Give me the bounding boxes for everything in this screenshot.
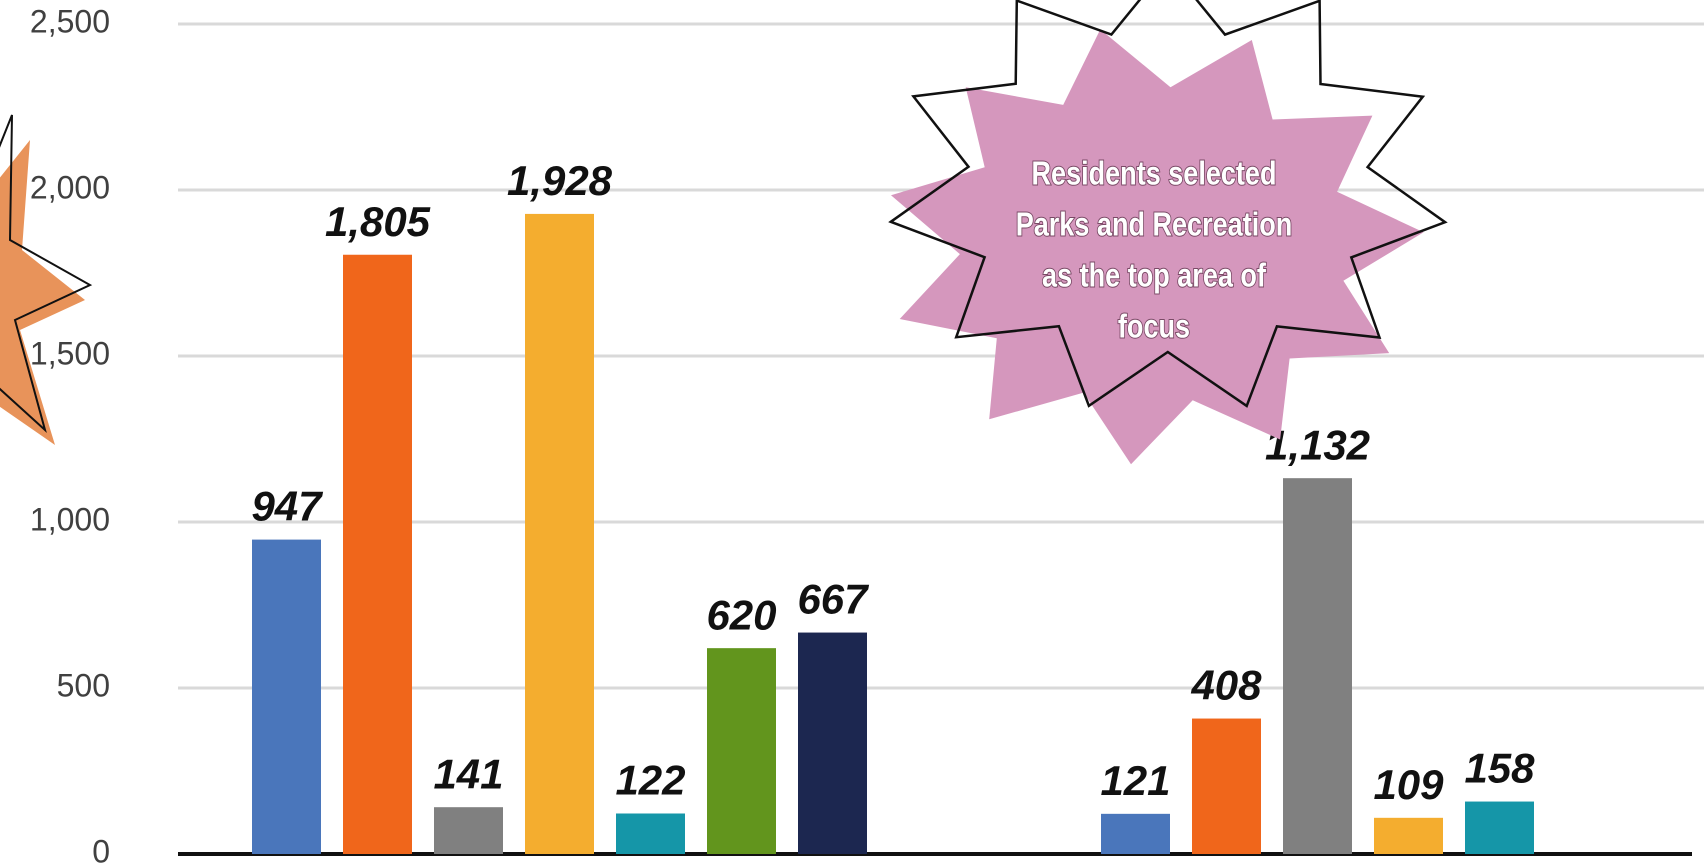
value-label: 1,132	[1265, 421, 1370, 468]
annotation-burst	[891, 29, 1424, 465]
left-burst	[0, 140, 85, 445]
y-tick-label: 1,500	[30, 335, 110, 371]
value-label: 947	[251, 483, 323, 530]
y-tick-label: 0	[92, 833, 110, 864]
value-label: 620	[706, 591, 776, 638]
value-label: 141	[433, 750, 503, 797]
bar	[1374, 817, 1443, 854]
bar	[616, 813, 685, 854]
y-tick-label: 2,500	[30, 3, 110, 39]
bar	[707, 648, 776, 854]
value-label: 667	[797, 576, 869, 623]
value-label: 158	[1464, 745, 1535, 792]
value-label: 1,928	[507, 157, 613, 204]
y-tick-label: 500	[57, 667, 110, 703]
bar	[798, 632, 867, 854]
value-label: 1,805	[325, 198, 431, 245]
value-label: 408	[1190, 662, 1262, 709]
bar	[252, 539, 321, 854]
y-tick-label: 1,000	[30, 501, 110, 537]
bar	[1283, 478, 1352, 854]
bar	[1101, 813, 1170, 854]
bar	[434, 807, 503, 854]
value-label: 121	[1100, 757, 1170, 804]
bar	[1192, 718, 1261, 854]
annotation-text: focus	[1118, 309, 1190, 345]
value-label: 109	[1373, 761, 1444, 808]
left-burst-outline	[0, 114, 93, 434]
annotation-burst-outline	[888, 0, 1448, 408]
bar	[1465, 801, 1534, 854]
bar	[525, 213, 594, 855]
annotation-text: Parks and Recreation	[1016, 207, 1293, 243]
annotation-text: as the top area of	[1042, 258, 1267, 294]
y-tick-label: 2,000	[30, 169, 110, 205]
decoration	[0, 114, 93, 445]
value-label: 122	[615, 757, 685, 804]
annotation-text: Residents selected	[1032, 156, 1277, 192]
bar	[343, 254, 412, 855]
